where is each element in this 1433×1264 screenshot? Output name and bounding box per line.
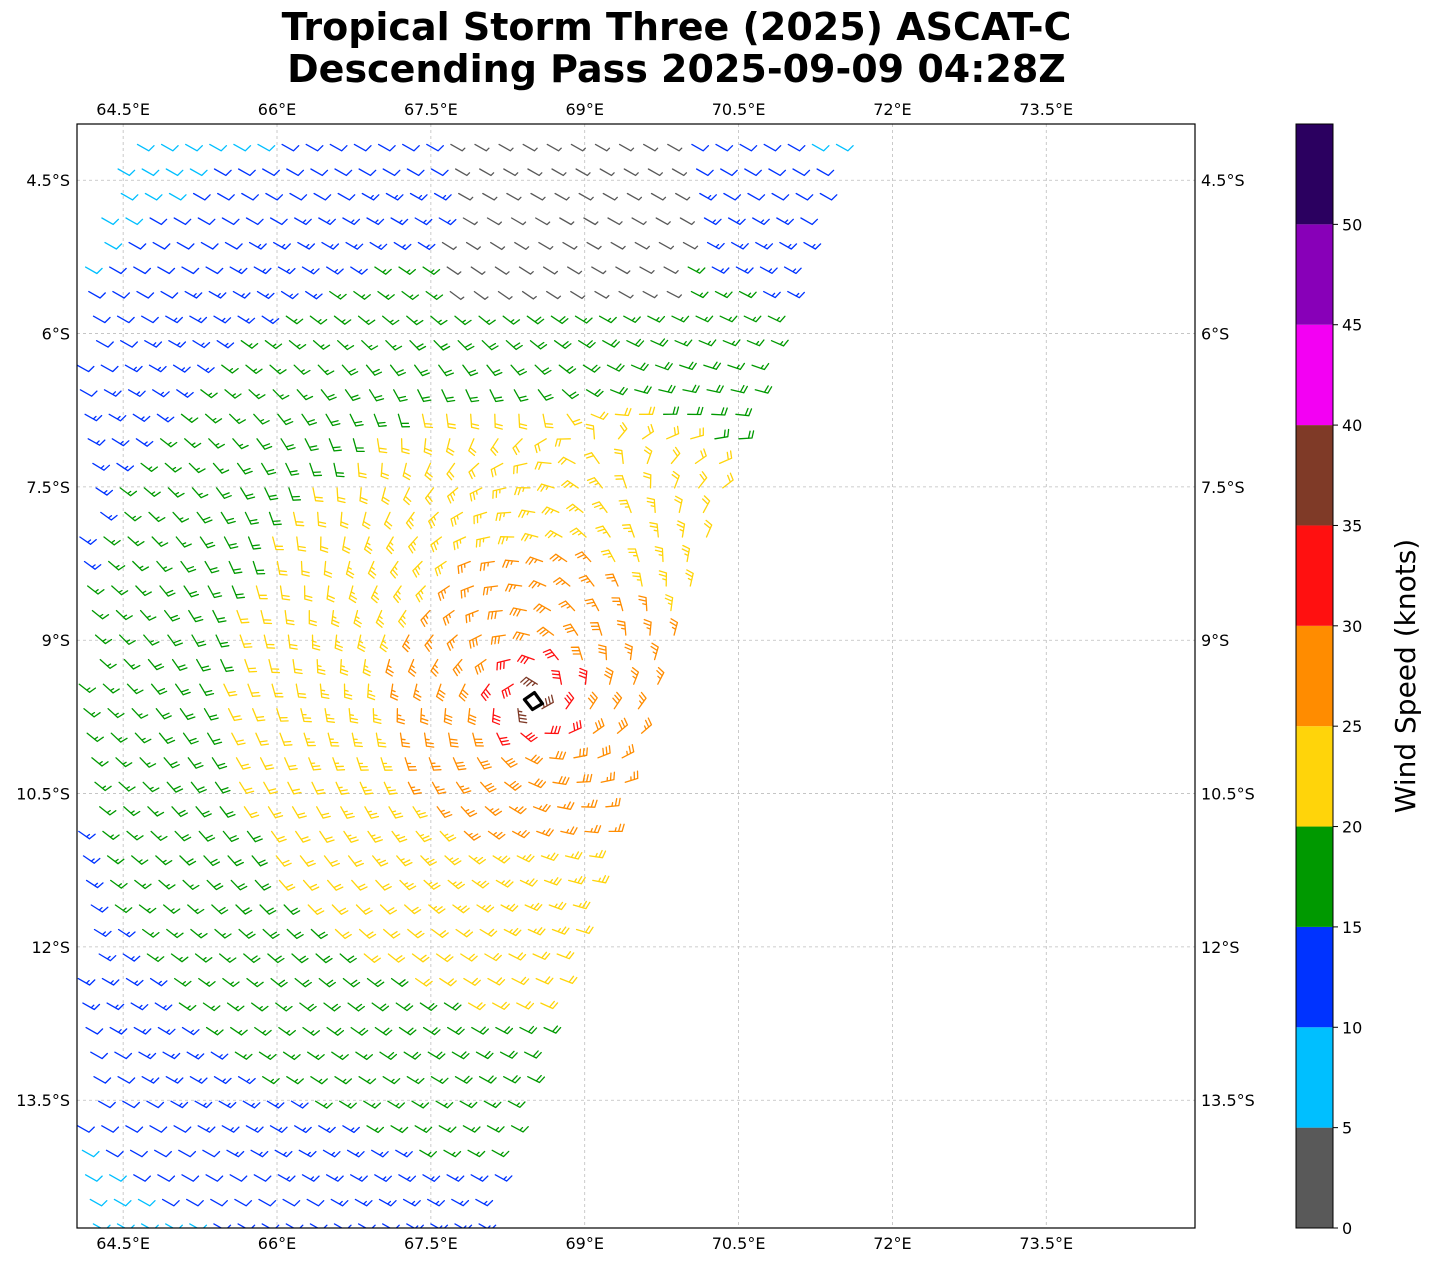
colorbar: 0 5 10 15 20 25 30 35 40 45 50 Wind Speed (knots) [1295,123,1422,1238]
storm-center-symbol [522,690,545,712]
lon-tick-label-bottom: 70.5°E [712,1234,766,1253]
lon-tick-label-bottom: 64.5°E [96,1234,150,1253]
lon-tick-label-bottom: 66°E [258,1234,296,1253]
colorbar-bin [1296,1027,1333,1128]
title-line-1: Tropical Storm Three (2025) ASCAT-C [281,5,1072,49]
colorbar-tick-label: 15 [1342,918,1362,937]
wind-barb-group [77,143,838,1228]
colorbar-tick-label: 0 [1342,1219,1352,1238]
lat-tick-label-left: 9°S [42,631,70,650]
colorbar-tick-label: 45 [1342,316,1362,335]
wind-barb-group [480,648,588,746]
wind-barb-group [385,551,679,841]
lon-tick-label-bottom: 67.5°E [404,1234,458,1253]
lat-tick-label-right: 12°S [1201,938,1240,957]
wind-barb-group [517,676,554,724]
lat-tick-label-left: 12°S [31,938,70,957]
lat-tick-label-right: 7.5°S [1201,478,1245,497]
colorbar-bin [1296,726,1333,827]
colorbar-bin [1296,324,1333,426]
colorbar-label: Wind Speed (knots) [1389,539,1422,813]
lat-tick-label-right: 9°S [1201,631,1229,650]
colorbar-tick-label: 10 [1342,1018,1362,1037]
map-axis-ticks: 64.5°E 64.5°E 66°E 66°E 67.5°E 67.5°E 69°E 69°E… [16,100,1255,1253]
lat-tick-label-left: 10.5°S [16,785,70,804]
map-gridlines [77,124,1195,1228]
lon-tick-label-top: 67.5°E [404,100,458,119]
colorbar-bin [1296,224,1333,325]
lon-tick-label-bottom: 73.5°E [1019,1234,1073,1253]
lon-tick-label-bottom: 69°E [565,1234,603,1253]
lat-tick-label-right: 6°S [1201,325,1229,344]
lon-tick-label-top: 64.5°E [96,100,150,119]
colorbar-bin [1296,926,1333,1028]
colorbar-frame [1295,123,1334,1229]
wind-barb-group [441,143,699,301]
colorbar-bin [1296,625,1333,727]
lon-tick-label-top: 73.5°E [1019,100,1073,119]
lat-tick-label-left: 6°S [42,325,70,344]
lat-tick-label-right: 10.5°S [1201,785,1255,804]
lat-tick-label-left: 4.5°S [26,171,70,190]
lat-tick-label-left: 7.5°S [26,478,70,497]
colorbar-bin [1296,425,1333,526]
colorbar-tick-label: 40 [1342,416,1362,435]
colorbar-tick-label: 35 [1342,516,1362,535]
colorbar-tick-label: 25 [1342,717,1362,736]
lon-tick-label-top: 72°E [873,100,911,119]
wind-barb-group [81,143,854,1228]
wind-barbs [77,143,854,1228]
colorbar-bin [1296,124,1333,225]
wind-barb-group [223,406,734,1011]
lat-tick-label-left: 13.5°S [16,1091,70,1110]
lat-tick-label-right: 4.5°S [1201,171,1245,190]
lon-tick-label-top: 69°E [565,100,603,119]
colorbar-tick-label: 5 [1342,1119,1352,1138]
wind-barb-group [78,266,789,1158]
lon-tick-label-bottom: 72°E [873,1234,911,1253]
title-line-2: Descending Pass 2025-09-09 04:28Z [287,47,1066,91]
colorbar-tick-label: 20 [1342,818,1362,837]
lon-tick-label-top: 70.5°E [712,100,766,119]
map-frame [76,123,1196,1229]
lon-tick-label-top: 66°E [258,100,296,119]
colorbar-tick-label: 30 [1342,617,1362,636]
lat-tick-label-right: 13.5°S [1201,1091,1255,1110]
colorbar-bin [1296,826,1333,927]
colorbar-bin [1296,1127,1333,1228]
colorbar-bin [1296,525,1333,626]
storm-center-marker [522,690,545,712]
colorbar-tick-label: 50 [1342,215,1362,234]
